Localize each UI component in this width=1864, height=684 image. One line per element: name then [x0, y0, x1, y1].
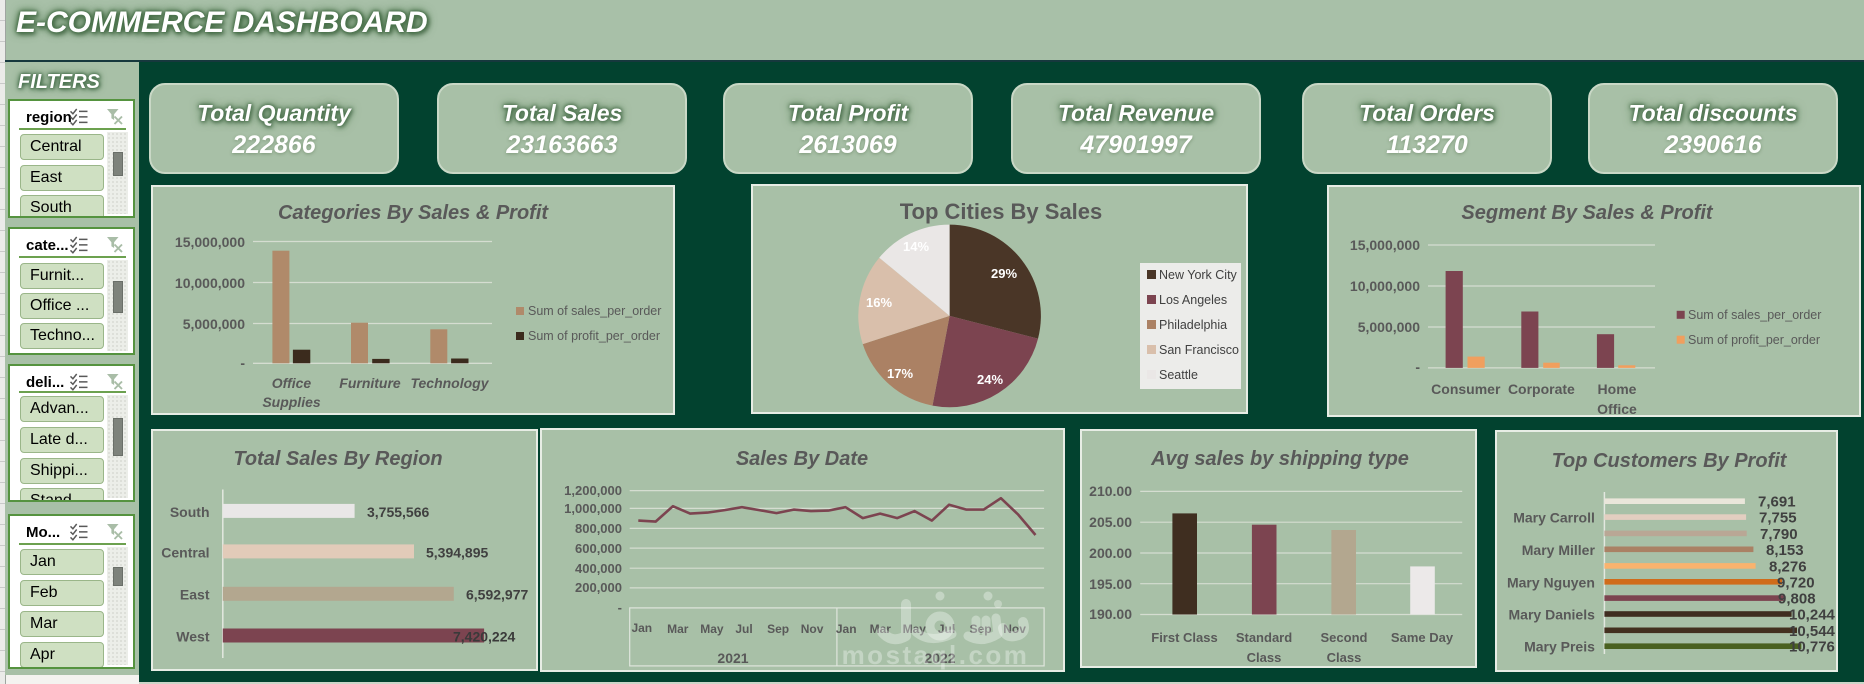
svg-text:Sum of profit_per_order: Sum of profit_per_order [528, 329, 660, 343]
svg-text:-: - [1415, 359, 1420, 375]
svg-text:29%: 29% [991, 266, 1017, 281]
svg-text:Mary Preis: Mary Preis [1524, 639, 1595, 655]
svg-text:Seattle: Seattle [1159, 368, 1198, 382]
svg-text:Mary Miller: Mary Miller [1522, 542, 1596, 558]
svg-text:15,000,000: 15,000,000 [175, 234, 245, 250]
svg-text:Sep: Sep [970, 622, 992, 636]
svg-text:7,755: 7,755 [1759, 510, 1797, 527]
svg-text:Technology: Technology [410, 375, 489, 391]
svg-text:Mar: Mar [870, 622, 892, 636]
svg-text:Mary Nguyen: Mary Nguyen [1507, 574, 1595, 590]
svg-text:First Class: First Class [1151, 630, 1217, 645]
svg-text:9,808: 9,808 [1778, 591, 1816, 608]
svg-text:Jul: Jul [735, 622, 752, 636]
svg-text:Central: Central [161, 544, 209, 560]
svg-text:Nov: Nov [801, 622, 824, 636]
svg-text:10,244: 10,244 [1789, 607, 1836, 624]
svg-text:3,755,566: 3,755,566 [367, 504, 429, 520]
svg-text:New York City: New York City [1159, 268, 1238, 282]
svg-text:10,776: 10,776 [1789, 639, 1835, 656]
svg-text:2022: 2022 [924, 650, 955, 666]
svg-text:7,420,224: 7,420,224 [453, 628, 515, 644]
svg-text:Sum of profit_per_order: Sum of profit_per_order [1688, 333, 1820, 347]
svg-text:Jan: Jan [836, 622, 857, 636]
svg-text:-: - [240, 355, 245, 371]
svg-text:7,691: 7,691 [1758, 494, 1796, 511]
svg-text:210.00: 210.00 [1089, 483, 1132, 499]
svg-text:Standard: Standard [1236, 630, 1292, 645]
svg-text:8,153: 8,153 [1766, 542, 1804, 559]
svg-text:Class: Class [1247, 650, 1282, 665]
svg-text:800,000: 800,000 [575, 521, 622, 536]
svg-text:6,592,977: 6,592,977 [466, 587, 528, 603]
svg-text:Categories By Sales & Profit: Categories By Sales & Profit [278, 202, 549, 224]
svg-text:Consumer: Consumer [1431, 381, 1501, 397]
svg-text:Home: Home [1598, 381, 1637, 397]
svg-text:Top Customers By Profit: Top Customers By Profit [1552, 450, 1788, 472]
svg-text:Mary Carroll: Mary Carroll [1513, 510, 1595, 526]
svg-text:Jul: Jul [938, 622, 955, 636]
svg-text:May: May [700, 622, 724, 636]
svg-text:Office: Office [1597, 401, 1637, 415]
svg-text:195.00: 195.00 [1089, 576, 1132, 592]
svg-text:Mar: Mar [667, 622, 689, 636]
svg-text:1,200,000: 1,200,000 [564, 483, 622, 498]
svg-text:Second: Second [1321, 630, 1368, 645]
svg-text:Sum of sales_per_order: Sum of sales_per_order [1688, 308, 1821, 322]
svg-text:Los Angeles: Los Angeles [1159, 293, 1227, 307]
svg-text:600,000: 600,000 [575, 541, 622, 556]
svg-text:-: - [618, 600, 622, 615]
svg-text:200.00: 200.00 [1089, 545, 1132, 561]
svg-text:Corporate: Corporate [1508, 381, 1575, 397]
svg-text:24%: 24% [977, 372, 1003, 387]
svg-text:Sum of sales_per_order: Sum of sales_per_order [528, 304, 661, 318]
svg-text:East: East [180, 587, 210, 603]
svg-text:Nov: Nov [1003, 622, 1026, 636]
svg-text:17%: 17% [887, 366, 913, 381]
svg-text:16%: 16% [866, 295, 892, 310]
svg-text:8,276: 8,276 [1769, 558, 1807, 575]
svg-text:San Francisco: San Francisco [1159, 343, 1239, 357]
svg-text:West: West [176, 628, 210, 644]
svg-text:Office: Office [272, 375, 312, 391]
svg-text:5,000,000: 5,000,000 [183, 316, 245, 332]
svg-text:Top Cities By Sales: Top Cities By Sales [900, 199, 1103, 224]
svg-text:South: South [170, 504, 210, 520]
svg-text:Supplies: Supplies [262, 394, 321, 410]
svg-text:Avg sales by shipping type: Avg sales by shipping type [1150, 448, 1409, 470]
svg-text:205.00: 205.00 [1089, 514, 1132, 530]
svg-text:10,000,000: 10,000,000 [175, 275, 245, 291]
svg-text:190.00: 190.00 [1089, 606, 1132, 622]
svg-text:May: May [903, 622, 927, 636]
svg-text:5,394,895: 5,394,895 [426, 544, 488, 560]
svg-text:400,000: 400,000 [575, 561, 622, 576]
svg-text:200,000: 200,000 [575, 580, 622, 595]
svg-text:Same Day: Same Day [1391, 630, 1454, 645]
svg-text:Furniture: Furniture [339, 375, 401, 391]
svg-text:Jan: Jan [631, 621, 652, 635]
svg-text:1,000,000: 1,000,000 [564, 501, 622, 516]
svg-text:Mary Daniels: Mary Daniels [1509, 607, 1596, 623]
svg-text:2021: 2021 [717, 650, 748, 666]
svg-text:14%: 14% [903, 239, 929, 254]
svg-text:5,000,000: 5,000,000 [1358, 319, 1420, 335]
svg-text:Class: Class [1327, 650, 1362, 665]
svg-text:15,000,000: 15,000,000 [1350, 237, 1420, 253]
svg-text:Sep: Sep [767, 622, 789, 636]
svg-text:10,544: 10,544 [1789, 623, 1836, 640]
svg-text:10,000,000: 10,000,000 [1350, 278, 1420, 294]
svg-text:7,790: 7,790 [1760, 526, 1798, 543]
svg-text:9,720: 9,720 [1777, 574, 1815, 591]
svg-text:Total Sales By Region: Total Sales By Region [233, 448, 442, 470]
svg-text:Sales By Date: Sales By Date [736, 448, 868, 470]
svg-text:Segment By Sales & Profit: Segment By Sales & Profit [1461, 202, 1714, 224]
svg-text:Philadelphia: Philadelphia [1159, 318, 1227, 332]
